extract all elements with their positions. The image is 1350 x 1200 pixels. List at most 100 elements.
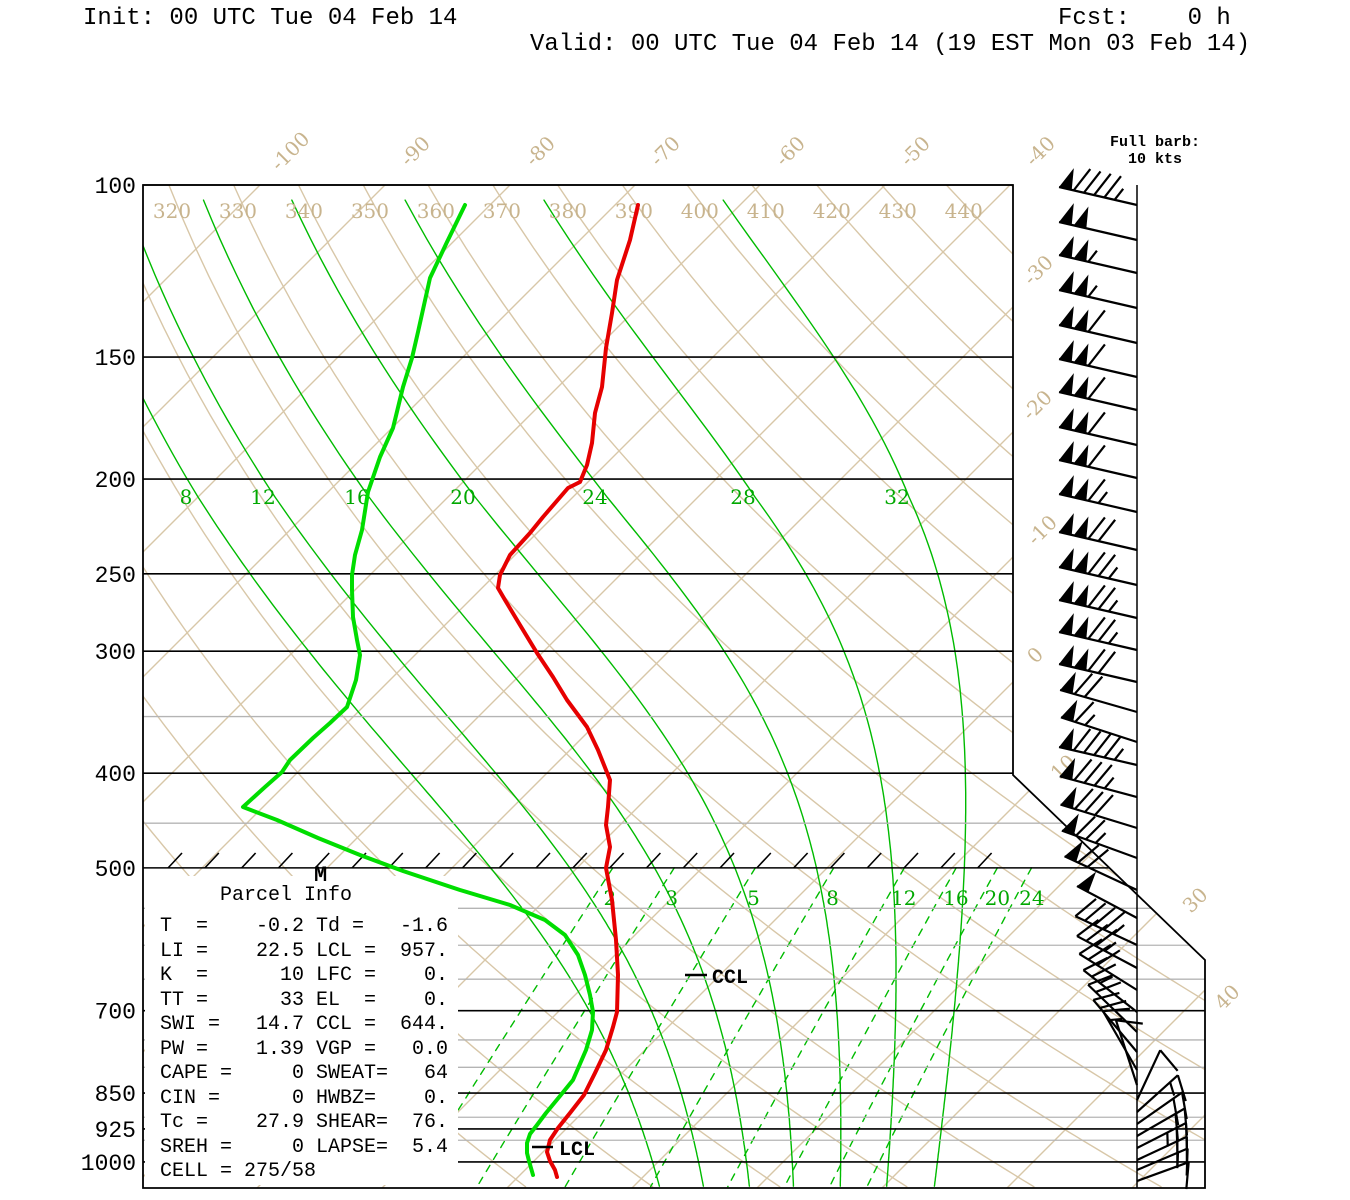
forecast-hour-label: Fcst: 0 h	[1058, 5, 1231, 32]
wind-barb	[1082, 956, 1138, 1013]
moist-adiabat-line	[404, 199, 842, 1187]
mixing-ratio-label: 5	[747, 886, 760, 910]
hatch-tick	[572, 852, 588, 869]
dry-adiabat-line	[362, 185, 1205, 1188]
dewpoint-curve	[241, 203, 595, 1177]
isotherm-line	[143, 185, 886, 1188]
isotherm-line	[143, 185, 386, 1188]
hatch-tick	[241, 852, 257, 869]
chart-border	[142, 184, 1206, 1189]
pressure-axis-label: 700	[95, 1000, 136, 1026]
isotherm-line	[381, 185, 1205, 1188]
wind-barb	[1059, 757, 1138, 799]
wind-barb-legend-line2: 10 kts	[1127, 151, 1182, 168]
theta-label: 360	[417, 199, 455, 223]
isotherm-label: 40	[1210, 980, 1245, 1015]
theta-label: 350	[351, 199, 389, 223]
dry-adiabat-line	[557, 185, 1205, 1188]
moist-adiabat-label: 32	[884, 485, 909, 509]
parcel-row: PW = 1.39 VGP = 0.0	[160, 1037, 449, 1061]
hatch-tick	[719, 852, 735, 869]
parcel-row: SREH = 0 LAPSE= 5.4	[160, 1135, 449, 1159]
hatch-tick	[793, 852, 809, 869]
hatch-tick	[204, 852, 220, 869]
pressure-axis-label: 925	[95, 1118, 136, 1144]
lcl-marker-label: LCL	[559, 1139, 595, 1162]
hatch-tick	[498, 852, 514, 869]
wind-barb	[1136, 1091, 1188, 1126]
wind-barb	[1058, 581, 1138, 620]
init-time-label: Init: 00 UTC Tue 04 Feb 14	[83, 5, 458, 32]
isotherm-line	[143, 185, 511, 1188]
wind-barb	[1058, 203, 1138, 242]
wind-barb	[1061, 813, 1138, 860]
parcel-info-title: Parcel Info	[220, 884, 353, 907]
wind-barb	[1076, 918, 1138, 969]
isotherm-label: -100	[266, 127, 315, 176]
theta-label: 320	[153, 199, 191, 223]
dry-adiabat-line	[297, 185, 1205, 1188]
isotherm-line	[1131, 185, 1205, 1188]
isotherm-label: -10	[1022, 510, 1062, 550]
theta-label: 410	[747, 199, 785, 223]
wind-barb	[1059, 671, 1138, 714]
isotherm-label: -70	[645, 131, 685, 171]
pressure-axis-label: 1000	[81, 1151, 136, 1177]
moist-adiabat-label: 24	[582, 485, 607, 509]
pressure-axis-label: 200	[95, 468, 136, 494]
wind-barb	[1058, 548, 1138, 587]
hatch-tick	[940, 852, 956, 869]
wind-barb	[1058, 408, 1138, 447]
mixing-ratio-label: 8	[826, 886, 839, 910]
wind-barb	[1058, 168, 1138, 207]
isotherm-line	[756, 185, 1205, 1188]
pressure-axis-label: 850	[95, 1082, 136, 1108]
dry-adiabat-line	[945, 185, 1205, 1188]
dry-adiabat-line	[816, 185, 1205, 1188]
theta-label: 420	[813, 199, 851, 223]
hatch-tick	[645, 852, 661, 869]
parcel-row: T = -0.2 Td = -1.6	[160, 915, 449, 938]
isotherm-label: -40	[1020, 131, 1060, 171]
isotherm-label: -60	[770, 131, 810, 171]
mixing-ratio-label: 20	[985, 886, 1010, 910]
hatch-tick	[461, 852, 477, 869]
parcel-row: CELL = 275/58	[160, 1160, 317, 1183]
parcel-row: TT = 33 EL = 0.	[160, 988, 449, 1012]
wind-barb	[1058, 513, 1138, 552]
isotherm-label: -20	[1017, 385, 1057, 425]
valid-time-label: Valid: 00 UTC Tue 04 Feb 14 (19 EST Mon …	[530, 31, 1251, 58]
wind-barb	[1136, 1122, 1189, 1155]
wind-barb	[1058, 373, 1138, 412]
wind-barb	[1136, 1161, 1190, 1190]
theta-label: 370	[483, 199, 521, 223]
wind-barb	[1058, 645, 1138, 684]
theta-label: 380	[549, 199, 587, 223]
parcel-row: SWI = 14.7 CCL = 644.	[160, 1013, 449, 1036]
wind-barb-legend: Full barb: 10 kts	[1100, 134, 1210, 168]
wind-barb	[1058, 271, 1138, 310]
isotherm-line	[1006, 185, 1205, 1188]
parcel-row: Tc = 27.9 SHEAR= 76.	[160, 1111, 449, 1134]
isotherm-line	[881, 185, 1205, 1188]
parcel-info-rows: T = -0.2 Td = -1.6 LI = 22.5 LCL = 957. K …	[160, 915, 448, 1185]
moist-adiabat-label: 8	[180, 485, 193, 509]
temperature-curve	[496, 203, 640, 1179]
wind-barb	[1058, 340, 1138, 379]
pressure-axis-label: 100	[95, 174, 136, 200]
moist-adiabat-label: 28	[730, 485, 755, 509]
mixing-ratio-line	[476, 867, 675, 1188]
moist-adiabat-label: 12	[250, 485, 275, 509]
wind-barb-legend-line1: Full barb:	[1109, 134, 1200, 151]
parcel-info-box: Parcel Info T = -0.2 Td = -1.6 LI = 22.5 …	[160, 884, 448, 1185]
wind-barb	[1136, 1074, 1187, 1113]
parcel-row: LI = 22.5 LCL = 957.	[160, 939, 449, 963]
dry-adiabat-line	[686, 185, 1205, 1188]
hatch-tick	[167, 852, 183, 869]
mixing-ratio-line	[828, 867, 998, 1188]
hatch-tick	[866, 852, 882, 869]
pressure-axis-label: 400	[95, 762, 136, 788]
mixing-ratio-label: 3	[665, 886, 678, 910]
hatch-tick	[277, 852, 293, 869]
